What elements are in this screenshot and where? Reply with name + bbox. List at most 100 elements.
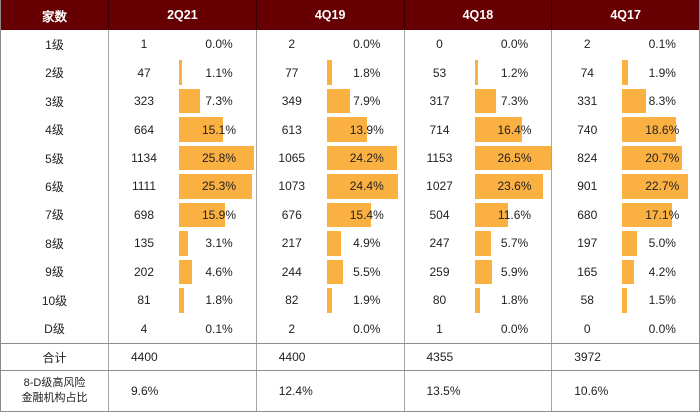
quarter-cell: 2 0.0% [257, 30, 405, 59]
row-label: 5级 [1, 143, 109, 173]
pct-value: 1.1% [205, 65, 233, 80]
pct-bar [179, 288, 185, 313]
bar-area: 3.1% [179, 229, 256, 257]
pct-value: 1.9% [353, 293, 381, 308]
pct-bar [474, 231, 492, 256]
pct-bar [179, 202, 226, 228]
pct-bar [622, 88, 647, 114]
table-row: 7级 698 15.9% 676 15.4% 504 11.6% 680 17.1% [1, 200, 699, 230]
quarter-cell: 1111 25.3% [109, 172, 257, 201]
count-value: 165 [577, 264, 598, 279]
row-cells: 202 4.6% 244 5.5% 259 5.9% 165 4.2% [109, 257, 699, 287]
bar-area: 1.2% [474, 58, 552, 86]
quarter-cell: 81 1.8% [109, 286, 257, 315]
pct-bar [474, 60, 478, 85]
pct-value: 0.0% [353, 321, 381, 336]
pct-value: 1.8% [205, 293, 233, 308]
ratio-label-line1: 8-D级高风险 [23, 377, 86, 390]
pct-bar [474, 117, 523, 142]
row-label: 7级 [1, 200, 109, 230]
bar-area: 26.5% [474, 144, 552, 172]
pct-bar [179, 88, 201, 114]
count-value: 613 [281, 122, 302, 137]
row-label: 9级 [1, 257, 109, 287]
count-value: 1111 [131, 179, 157, 194]
quarter-cell: 613 13.9% [257, 115, 405, 144]
bar-area: 25.8% [179, 144, 256, 172]
quarter-cell: 1 0.0% [109, 30, 257, 59]
quarter-headers: 2Q21 4Q19 4Q18 4Q17 [109, 0, 699, 30]
count-value: 676 [281, 207, 302, 222]
count-value: 53 [432, 65, 447, 80]
total-value: 4355 [405, 344, 553, 370]
quarter-cell: 74 1.9% [552, 58, 699, 86]
pct-bar [474, 288, 480, 313]
count-value: 47 [137, 65, 151, 80]
pct-bar [326, 174, 398, 199]
quarter-cell: 0 0.0% [552, 315, 699, 343]
bar-area: 4.6% [179, 258, 256, 286]
pct-bar [326, 202, 372, 228]
count-value: 259 [429, 264, 450, 279]
bar-area: 18.6% [622, 115, 699, 143]
pct-bar [622, 231, 637, 256]
ratio-label: 8-D级高风险 金融机构占比 [1, 371, 109, 411]
pct-value: 22.7% [645, 179, 680, 194]
quarter-cell: 331 8.3% [552, 87, 699, 115]
pct-value: 15.9% [201, 207, 237, 222]
quarter-cell: 53 1.2% [405, 58, 553, 87]
pct-value: 4.6% [205, 264, 233, 279]
count-value: 331 [577, 94, 598, 109]
bar-area: 1.1% [179, 58, 256, 86]
bar-area: 15.1% [179, 115, 256, 143]
quarter-cell: 323 7.3% [109, 86, 257, 116]
pct-value: 11.6% [497, 207, 532, 222]
row-cells: 1111 25.3% 1073 24.4% 1027 23.6% 901 22.7% [109, 172, 699, 201]
quarter-header: 4Q19 [257, 0, 405, 30]
pct-bar [474, 88, 496, 114]
pct-bar [622, 117, 677, 142]
table-row: 6级 1111 25.3% 1073 24.4% 1027 23.6% 901 22.7% [1, 172, 699, 201]
bar-area: 17.1% [622, 201, 699, 229]
pct-value: 15.4% [349, 207, 384, 222]
pct-bar [179, 117, 223, 142]
quarter-cell: 244 5.5% [257, 257, 405, 287]
count-value: 82 [285, 293, 299, 308]
quarter-cell: 317 7.3% [405, 86, 553, 116]
pct-bar [326, 117, 368, 142]
bar-area: 1.8% [474, 286, 552, 314]
pct-bar [326, 259, 343, 285]
bar-area: 23.6% [474, 172, 552, 200]
quarter-cell: 680 17.1% [552, 201, 699, 229]
count-value: 317 [429, 94, 450, 109]
pct-value: 0.0% [205, 37, 233, 52]
bar-area: 15.4% [326, 201, 404, 229]
count-value: 81 [137, 293, 151, 308]
quarter-cell: 2 0.1% [552, 30, 699, 58]
quarter-cell: 82 1.9% [257, 286, 405, 315]
table-row: 2级 47 1.1% 77 1.8% 53 1.2% 74 1.9% [1, 58, 699, 87]
total-label: 合计 [1, 344, 109, 370]
header-row: 家数 2Q21 4Q19 4Q18 4Q17 [1, 0, 699, 30]
bar-area: 0.0% [179, 30, 256, 58]
count-value: 0 [583, 321, 591, 336]
pct-bar [179, 231, 188, 256]
pct-value: 23.6% [497, 179, 532, 194]
pct-bar [622, 259, 635, 285]
count-value: 2 [288, 37, 296, 52]
pct-value: 5.5% [353, 264, 381, 279]
pct-value: 5.7% [500, 236, 529, 251]
pct-bar [179, 259, 193, 285]
count-value: 1153 [426, 151, 453, 166]
quarter-cell: 197 5.0% [552, 229, 699, 257]
quarter-cell: 714 16.4% [405, 115, 553, 144]
table-row: 5级 1134 25.8% 1065 24.2% 1153 26.5% 824 20.7% [1, 143, 699, 173]
total-value: 4400 [109, 344, 257, 370]
bar-area: 0.0% [475, 315, 552, 343]
bar-area: 15.9% [179, 201, 256, 229]
quarter-cell: 247 5.7% [405, 229, 553, 258]
pct-bar [474, 259, 492, 285]
row-cells: 698 15.9% 676 15.4% 504 11.6% 680 17.1% [109, 200, 699, 230]
pct-value: 5.0% [648, 236, 676, 251]
